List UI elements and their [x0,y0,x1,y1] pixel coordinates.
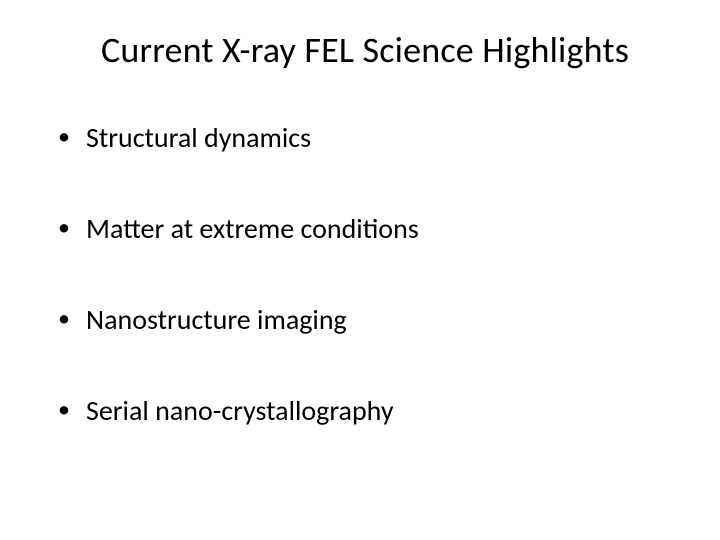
list-item: Serial nano-crystallography [58,393,680,428]
bullet-list: Structural dynamics Matter at extreme co… [50,120,680,428]
slide-title: Current X-ray FEL Science Highlights [50,28,680,72]
list-item: Structural dynamics [58,120,680,155]
list-item: Matter at extreme conditions [58,211,680,246]
list-item: Nanostructure imaging [58,302,680,337]
slide: Current X-ray FEL Science Highlights Str… [0,0,720,540]
